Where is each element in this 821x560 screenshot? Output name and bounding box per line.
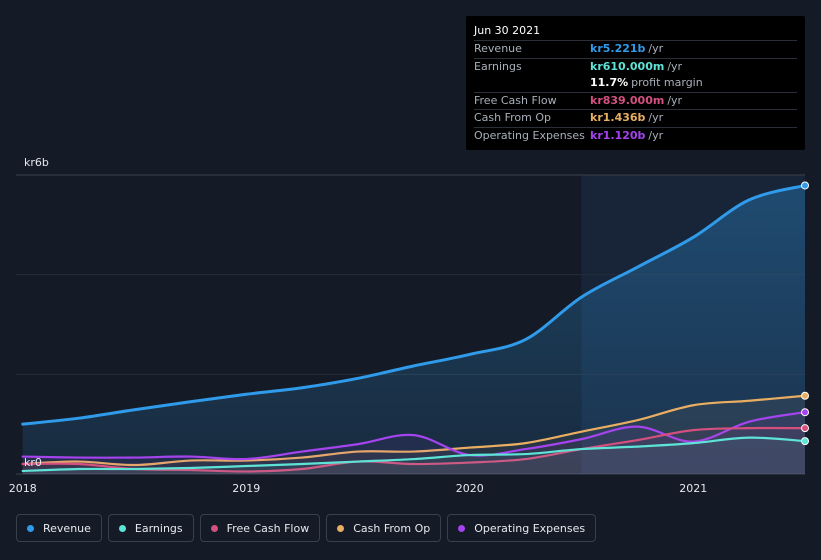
tooltip-unit: /yr xyxy=(648,42,664,55)
legend-item-cash-from-op[interactable]: Cash From Op xyxy=(326,514,442,542)
x-tick-label: 2021 xyxy=(679,482,707,495)
tooltip-unit: /yr xyxy=(667,93,683,107)
series-line-cash-from-op xyxy=(21,394,807,467)
series-area-free-cash-flow xyxy=(22,428,805,474)
tooltip-label: Operating Expenses xyxy=(474,128,585,142)
series-area-revenue xyxy=(22,185,805,474)
tooltip-value: kr1.436b xyxy=(590,111,646,125)
series-area-earnings xyxy=(22,437,805,474)
tooltip-value: kr610.000m xyxy=(590,59,665,73)
tooltip-margin-text: profit margin xyxy=(631,76,703,90)
tooltip-value: kr5.221b xyxy=(590,42,646,55)
legend-item-revenue[interactable]: Revenue xyxy=(16,514,102,542)
tooltip-unit: /yr xyxy=(648,111,664,125)
legend-label: Revenue xyxy=(43,521,91,535)
tooltip-panel: Jun 30 2021 Revenue kr5.221b /yr Earning… xyxy=(466,16,805,150)
tooltip-row-opex: Operating Expenses kr1.120b /yr xyxy=(474,126,797,145)
series-endpoint-operating-expenses xyxy=(801,408,809,417)
series-endpoint-free-cash-flow xyxy=(801,424,809,433)
x-tick-label: 2018 xyxy=(9,482,37,495)
tooltip-value: kr1.120b xyxy=(590,128,646,142)
legend-item-operating-expenses[interactable]: Operating Expenses xyxy=(447,514,597,542)
legend-dot-icon xyxy=(210,524,218,532)
series-line-operating-expenses xyxy=(21,411,807,461)
legend-item-earnings[interactable]: Earnings xyxy=(107,514,194,542)
tooltip-value: kr839.000m xyxy=(590,93,665,107)
series-layer xyxy=(21,181,809,474)
tooltip-label: Cash From Op xyxy=(474,111,552,125)
y-axis-top-label: kr6b xyxy=(24,156,49,169)
legend-dot-icon xyxy=(27,524,34,532)
legend-dot-icon xyxy=(337,524,345,532)
tooltip-date: Jun 30 2021 xyxy=(474,24,541,37)
tooltip-row-fcf: Free Cash Flow kr839.000m /yr xyxy=(474,91,797,110)
series-endpoint-earnings xyxy=(801,437,809,446)
tooltip-label: Earnings xyxy=(474,59,522,73)
legend-label: Free Cash Flow xyxy=(226,521,310,535)
legend-dot-icon xyxy=(458,524,466,532)
series-endpoint-revenue xyxy=(801,181,809,190)
legend-item-free-cash-flow[interactable]: Free Cash Flow xyxy=(199,514,321,542)
legend-label: Cash From Op xyxy=(353,521,431,535)
legend-label: Earnings xyxy=(134,521,183,535)
legend: Revenue Earnings Free Cash Flow Cash Fro… xyxy=(16,514,597,542)
x-tick-label: 2019 xyxy=(232,482,260,495)
y-axis-bottom-label: kr0 xyxy=(24,456,42,469)
tooltip-unit: /yr xyxy=(667,59,683,73)
tooltip-label: Revenue xyxy=(474,42,522,55)
tooltip-unit: /yr xyxy=(648,128,664,142)
series-line-revenue xyxy=(21,183,807,426)
x-axis-ticks: 2018 2019 2020 2021 xyxy=(9,482,708,495)
legend-label: Operating Expenses xyxy=(474,521,586,535)
tooltip-row-cfo: Cash From Op kr1.436b /yr xyxy=(474,109,797,127)
x-tick-label: 2020 xyxy=(456,482,484,495)
tooltip-label: Free Cash Flow xyxy=(474,93,557,107)
tooltip-margin-value: 11.7% xyxy=(590,76,629,90)
tooltip-row-earnings: Earnings kr610.000m /yr xyxy=(474,57,797,76)
tooltip-row-revenue: Revenue kr5.221b /yr xyxy=(474,40,797,58)
series-area-cash-from-op xyxy=(22,395,805,474)
tooltip-row-margin: 11.7% profit margin xyxy=(474,75,797,92)
series-line-earnings xyxy=(21,436,807,473)
legend-dot-icon xyxy=(118,524,126,532)
series-endpoint-cash-from-op xyxy=(801,391,809,400)
